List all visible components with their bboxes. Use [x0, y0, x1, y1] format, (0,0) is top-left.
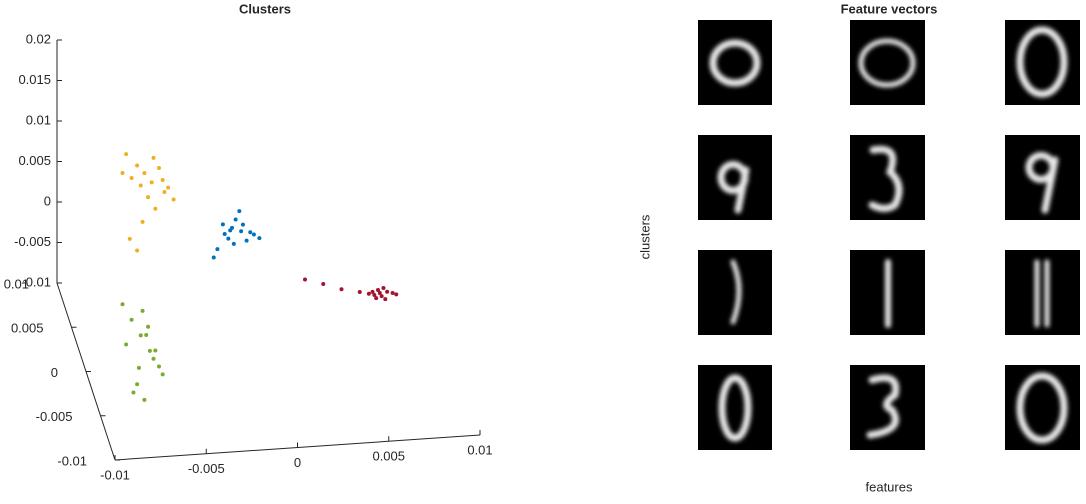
- point: [127, 236, 132, 241]
- point: [215, 247, 220, 252]
- point: [129, 176, 134, 181]
- point: [394, 292, 399, 297]
- point: [374, 296, 379, 301]
- x-label: features: [866, 479, 913, 494]
- point: [390, 290, 395, 295]
- point: [257, 236, 262, 241]
- y-tick-label: 0: [51, 365, 58, 380]
- point: [124, 342, 129, 347]
- y-tick-label: -0.01: [57, 453, 87, 468]
- point: [147, 348, 152, 353]
- z-tick-label: 0.02: [26, 31, 51, 46]
- point: [157, 166, 161, 171]
- point: [144, 332, 149, 337]
- point: [376, 287, 380, 292]
- axes-3d: [56, 40, 481, 461]
- point: [248, 230, 253, 235]
- point: [131, 390, 136, 395]
- point: [149, 180, 154, 185]
- y-tick-label: 0.005: [11, 321, 44, 336]
- chart-title: Clusters: [239, 1, 291, 16]
- point: [251, 232, 256, 237]
- point: [385, 289, 390, 294]
- grid-title: Feature vectors: [841, 1, 938, 16]
- point: [151, 356, 156, 361]
- point: [372, 293, 377, 298]
- point: [157, 364, 161, 369]
- point: [239, 229, 244, 234]
- point: [226, 236, 231, 241]
- point: [160, 372, 165, 377]
- point: [140, 219, 145, 224]
- z-tick-label: 0.01: [26, 112, 51, 127]
- z-tick-label: 0.015: [18, 72, 51, 87]
- point: [142, 171, 147, 176]
- z-tick-label: -0.01: [21, 274, 51, 289]
- z-tick-label: 0: [44, 193, 51, 208]
- point: [321, 281, 326, 286]
- point: [160, 177, 165, 182]
- point: [140, 308, 145, 313]
- point: [151, 155, 156, 160]
- point: [357, 290, 362, 294]
- point: [228, 228, 233, 233]
- point: [377, 291, 382, 296]
- point: [370, 289, 375, 294]
- point: [120, 302, 125, 307]
- point: [233, 217, 238, 222]
- point: [135, 163, 140, 168]
- point: [366, 291, 371, 296]
- point: [135, 382, 140, 387]
- x-tick-label: 0.005: [372, 449, 405, 464]
- y-tick-label: 0.01: [4, 276, 29, 291]
- point: [303, 277, 307, 282]
- point: [381, 285, 386, 290]
- point: [129, 317, 134, 322]
- x-tick-label: -0.005: [188, 461, 225, 476]
- point: [231, 241, 236, 246]
- point: [138, 183, 143, 188]
- point: [211, 255, 216, 260]
- point: [171, 197, 176, 202]
- point: [383, 297, 388, 302]
- point: [142, 397, 147, 402]
- point: [237, 209, 242, 214]
- point: [222, 232, 227, 237]
- point: [153, 348, 158, 353]
- y-tick-label: -0.005: [36, 409, 73, 424]
- point: [153, 206, 158, 211]
- point: [166, 185, 171, 190]
- point: [379, 294, 384, 299]
- point: [146, 195, 151, 200]
- point: [146, 324, 151, 329]
- point: [244, 238, 249, 243]
- point: [339, 287, 344, 292]
- point: [135, 248, 140, 253]
- point: [138, 333, 143, 338]
- x-tick-label: 0: [294, 455, 301, 470]
- point: [220, 222, 225, 227]
- point: [120, 170, 125, 175]
- point: [162, 189, 167, 194]
- x-tick-label: -0.01: [100, 467, 130, 482]
- point: [136, 365, 141, 370]
- x-tick-label: 0.01: [467, 442, 492, 457]
- z-tick-label: -0.005: [14, 234, 51, 249]
- point: [240, 222, 245, 227]
- point: [124, 152, 129, 157]
- feature-images: [698, 20, 1080, 450]
- y-label: clusters: [637, 214, 652, 259]
- z-tick-label: 0.005: [18, 153, 51, 168]
